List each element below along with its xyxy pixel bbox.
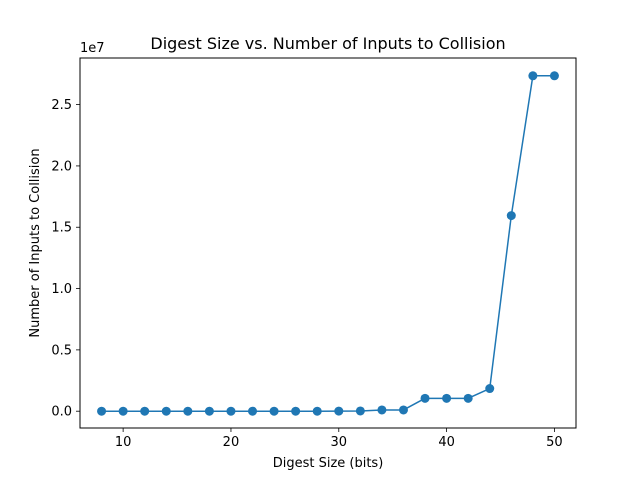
x-tick-label: 40 [438,435,455,450]
y-axis-ticks: 0.0 0.5 1.0 1.5 2.0 2.5 [51,98,80,420]
y-tick-label: 2.0 [51,159,72,174]
series-line [101,75,555,412]
data-point [485,384,495,394]
data-point [420,393,430,403]
y-tick-label: 0.0 [51,405,72,420]
data-point [549,71,559,81]
data-point [334,406,344,416]
data-point [506,211,516,221]
data-point [161,406,171,416]
data-point [312,406,322,416]
data-point [528,71,538,81]
data-point [463,393,473,403]
data-point [204,406,214,416]
data-point [226,406,236,416]
y-tick-label: 1.5 [51,221,72,236]
y-axis-label: Number of Inputs to Collision [28,148,43,337]
y-tick-label: 0.5 [51,343,72,358]
y-tick-label: 2.5 [51,98,72,113]
data-point [442,393,452,403]
plot-area [80,58,576,428]
data-point [183,406,193,416]
x-tick-label: 20 [223,435,240,450]
series-layer [97,71,559,416]
data-point [269,406,279,416]
y-tick-label: 1.0 [51,282,72,297]
chart-title: Digest Size vs. Number of Inputs to Coll… [150,34,505,53]
data-point [140,406,150,416]
data-point [398,405,408,415]
x-axis-label: Digest Size (bits) [273,456,384,471]
data-point [248,406,258,416]
y-axis-offset-label: 1e7 [80,41,105,56]
x-tick-label: 30 [331,435,348,450]
data-point [355,406,365,416]
data-point [97,406,107,416]
x-tick-label: 50 [546,435,563,450]
x-axis-ticks: 10 20 30 40 50 [115,428,563,450]
data-point [377,405,387,415]
plot-frame [79,57,577,429]
data-point [291,406,301,416]
x-tick-label: 10 [115,435,132,450]
data-point [118,406,128,416]
